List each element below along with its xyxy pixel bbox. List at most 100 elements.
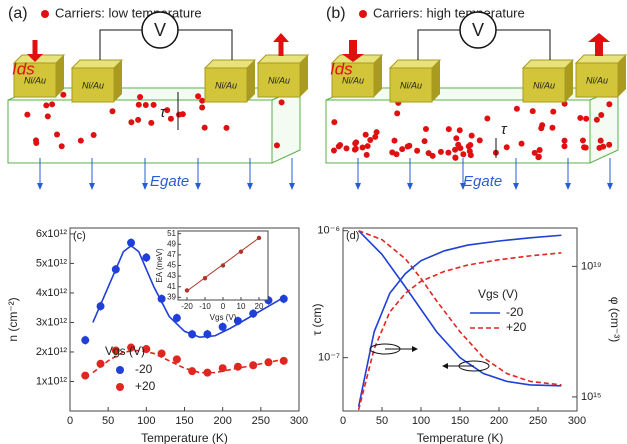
carrier [24,111,31,118]
carrier [148,119,155,126]
current-label: Ids [12,59,35,78]
y-tick-label: 10⁻⁷ [318,352,340,364]
current-arrow-head [342,54,364,62]
inset-point [202,276,208,281]
point [142,253,151,262]
thickness-label: τ [160,104,167,121]
panel-label: (b) [326,5,346,22]
field-arrow-head [407,183,413,190]
carrier [394,110,401,117]
carrier [456,127,463,134]
field-arrow-head [142,183,148,190]
y-tick-label: 5x10¹² [36,257,68,269]
inset-x-tick-label: 0 [221,302,226,311]
carrier [331,119,338,126]
current-label: Ids [330,59,353,78]
inset-point [256,235,262,241]
point [172,355,181,364]
curve [358,229,562,386]
point [233,362,242,371]
inset-x-tick-label: -20 [181,302,193,311]
slab [7,99,273,164]
carrier [273,142,280,149]
contact-label: Ni/Au [215,80,237,90]
thickness-label: τ [501,121,508,138]
y-axis-label: n (cm⁻²) [6,297,20,341]
panel-label: (d) [346,230,359,242]
slab [325,99,591,164]
carrier [364,143,371,150]
carrier [457,145,464,152]
point [127,343,136,352]
y2-tick-label: 10¹⁹ [581,260,602,272]
inset-point [220,263,226,268]
y2-tick-label: 10¹⁵ [581,391,601,403]
inset-y-tick-label: 41 [167,282,176,291]
carrier [367,137,374,144]
contact [13,62,57,98]
contact [257,62,301,98]
carrier [579,137,586,144]
curve [357,234,562,407]
carrier [372,133,379,140]
plot-frame [342,227,578,412]
point [81,336,90,345]
legend-marker [116,366,124,374]
carrier [581,144,588,151]
field-arrow-head [565,183,571,190]
carrier [137,93,144,100]
slab [589,87,619,164]
slab [271,87,301,164]
carrier [597,137,604,144]
carrier [278,99,285,106]
field-label: Egate [150,173,189,190]
carrier [593,116,600,123]
curve [357,252,562,411]
inset-y-tick-label: 39 [167,292,176,301]
x-tick-label: 300 [290,415,308,427]
legend-text: Carriers: high temperature [373,5,525,20]
voltmeter [141,11,179,49]
contact-top [574,54,627,64]
current-arrow-head [27,54,43,62]
inset-y-tick-label: 45 [167,261,176,270]
voltmeter-label: V [472,20,484,40]
field-arrow-head [37,183,43,190]
inset-y-tick-label: 51 [167,229,176,238]
legend-label: -20 [506,305,524,319]
point [188,330,197,339]
carrier [468,132,475,139]
contact-side [247,60,255,102]
carrier [399,146,406,153]
current-arrow-head [273,33,289,42]
fit-line [92,349,284,374]
carrier [343,145,350,152]
field-arrow-head [89,183,95,190]
x-tick-label: 50 [376,415,388,427]
point [157,294,166,303]
carrier [513,105,520,112]
carrier [425,150,432,157]
current-arrow [32,40,38,54]
point [81,371,90,380]
point [233,316,242,325]
contact-top [521,59,575,69]
x-tick-label: 300 [568,415,586,427]
contact-label: Ni/Au [533,80,555,90]
field-arrow-head [460,183,466,190]
point [249,309,258,318]
x-tick-label: 0 [67,415,73,427]
carrier [531,149,538,156]
carrier [179,111,186,118]
carrier [577,114,584,121]
inset-y-tick-label: 43 [167,271,176,280]
carrier [445,126,452,133]
carrier [373,129,380,136]
point [218,364,227,373]
carrier [150,101,157,108]
annotation-arrowhead [442,363,448,369]
carrier [142,101,149,108]
carrier [539,122,546,129]
carrier [465,143,472,150]
